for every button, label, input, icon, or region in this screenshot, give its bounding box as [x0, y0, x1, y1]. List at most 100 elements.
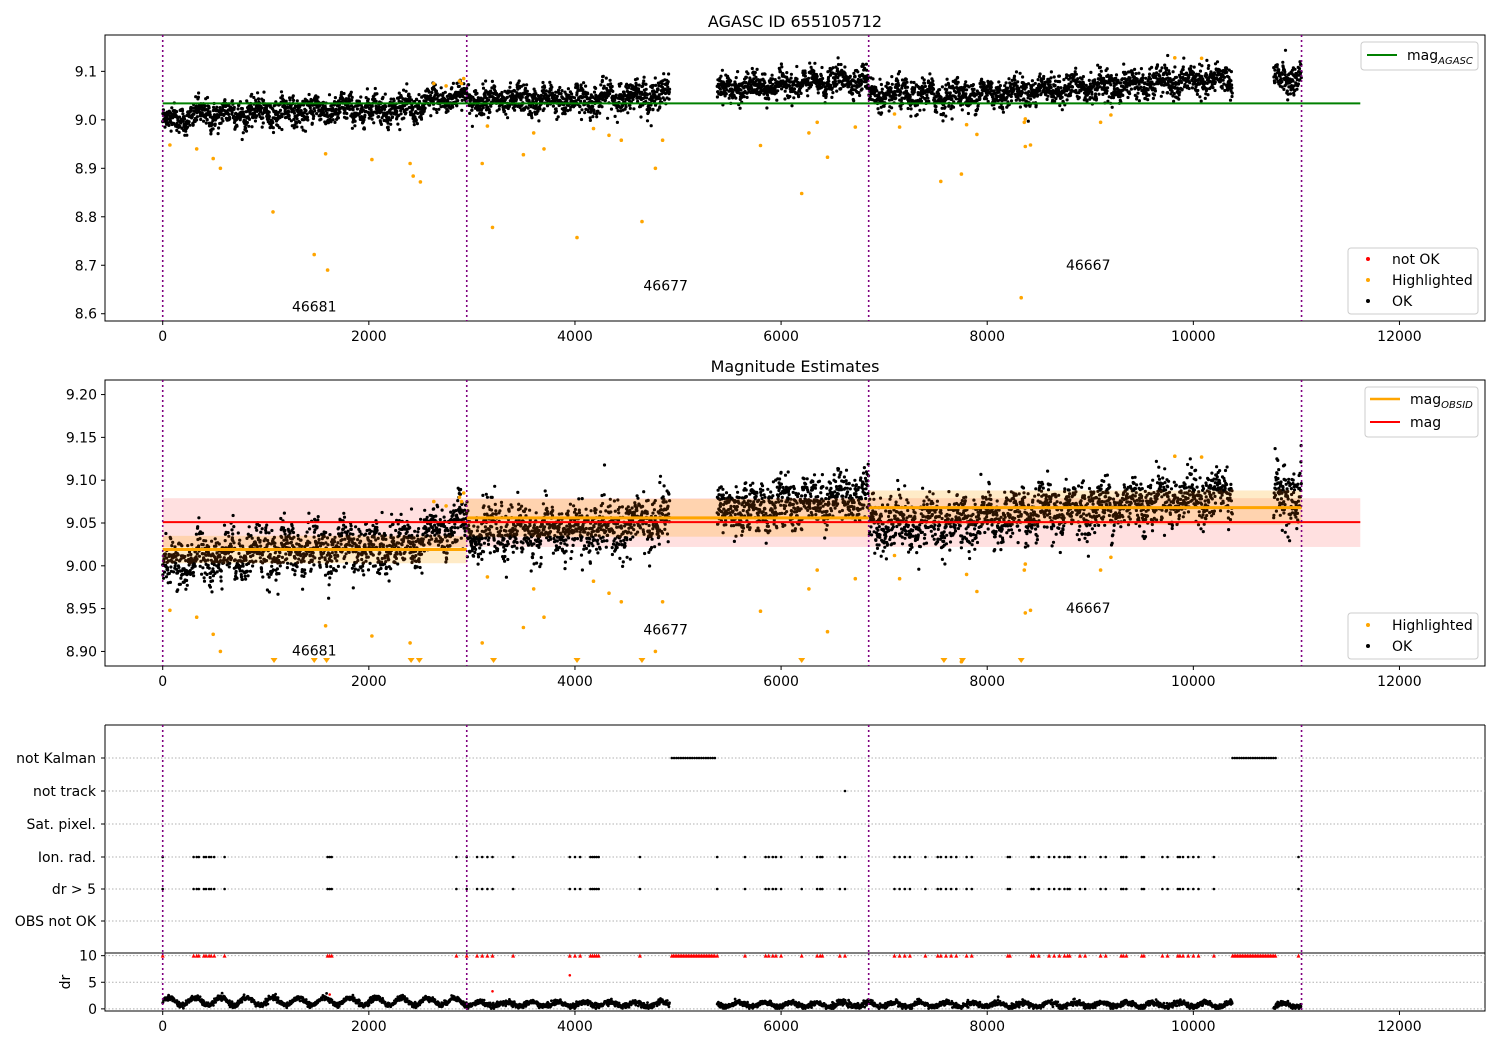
ok-point	[522, 83, 526, 87]
ok-point	[204, 121, 208, 125]
y-tick-label: 8.7	[75, 258, 97, 274]
ok-point	[392, 99, 396, 103]
ok-point	[957, 92, 962, 96]
ok-point	[961, 90, 965, 94]
ok-point	[435, 110, 439, 115]
ok-point	[514, 97, 519, 101]
ok-point	[931, 79, 935, 83]
ok-point	[1034, 103, 1038, 107]
legend-box	[1360, 41, 1479, 71]
ok-point	[616, 109, 620, 113]
ok-point	[195, 115, 199, 119]
ok-point	[1094, 97, 1099, 101]
ok-point	[1199, 99, 1203, 103]
ok-point	[900, 96, 904, 100]
ok-point	[1060, 108, 1064, 112]
ok-point	[1114, 73, 1119, 77]
ok-point	[357, 99, 361, 104]
ok-point	[402, 88, 406, 92]
legend-label: not OK	[1392, 252, 1440, 268]
ok-point	[260, 125, 264, 129]
ok-point	[1024, 104, 1028, 108]
ok-point	[1210, 83, 1214, 87]
x-tick-label: 12000	[1377, 329, 1422, 345]
ok-point	[1111, 96, 1116, 100]
ok-point	[419, 117, 424, 121]
ok-point	[982, 83, 986, 87]
ok-point	[1148, 72, 1152, 76]
ok-point	[894, 96, 898, 100]
ok-point	[163, 125, 167, 129]
ok-point	[750, 88, 754, 92]
ok-point	[1215, 60, 1220, 64]
ok-point	[944, 114, 948, 118]
ok-point	[1295, 87, 1299, 91]
ok-point	[190, 115, 194, 119]
ok-point	[187, 120, 191, 124]
ok-point	[1040, 80, 1044, 84]
highlighted-point	[325, 268, 330, 272]
ok-point	[1045, 97, 1049, 101]
ok-point	[765, 93, 770, 97]
ok-point	[190, 106, 195, 110]
legend-label-main: mag	[1407, 48, 1438, 64]
ok-point	[742, 95, 746, 99]
ok-point	[402, 116, 406, 120]
ok-point	[1029, 97, 1033, 101]
ok-point	[941, 119, 945, 123]
ok-point	[1207, 64, 1211, 68]
ok-point	[906, 106, 910, 111]
ok-point	[890, 106, 894, 110]
ok-point	[261, 98, 266, 102]
ok-point	[1154, 74, 1158, 78]
ok-point	[1067, 85, 1071, 89]
ok-point	[1144, 76, 1148, 80]
ok-point	[964, 92, 968, 96]
ok-point	[922, 81, 927, 85]
ok-point	[1053, 79, 1058, 83]
ok-point	[1105, 89, 1109, 93]
ok-point	[412, 123, 416, 127]
y-tick-label: 9.0	[75, 113, 97, 129]
ok-point	[1203, 80, 1207, 84]
ok-point	[213, 122, 217, 126]
ok-point	[338, 110, 342, 114]
ok-point	[200, 572, 204, 576]
ok-point	[344, 97, 348, 101]
ok-point	[566, 87, 571, 91]
ok-point	[637, 83, 641, 87]
ok-point	[336, 116, 340, 120]
highlighted-point	[418, 180, 423, 184]
ok-point	[909, 107, 913, 111]
ok-point	[481, 106, 485, 110]
ok-point	[1141, 76, 1145, 80]
ok-point	[1206, 66, 1210, 70]
ok-point	[191, 123, 195, 127]
ok-point	[824, 92, 828, 96]
ok-point	[915, 113, 919, 117]
ok-point	[1004, 81, 1008, 85]
ok-point	[224, 104, 228, 109]
ok-point	[490, 79, 494, 83]
ok-point	[287, 114, 291, 118]
ok-point	[1177, 82, 1181, 86]
ok-point	[1096, 63, 1100, 67]
ok-point	[497, 107, 501, 111]
ok-point	[460, 98, 464, 102]
ok-point	[180, 572, 185, 577]
ok-point	[1094, 92, 1098, 96]
ok-point	[280, 127, 284, 132]
legend-marker	[1366, 299, 1370, 303]
ok-point	[490, 86, 494, 90]
ok-point	[774, 85, 779, 89]
x-tick-label: 6000	[763, 674, 799, 690]
ok-point	[1060, 95, 1064, 99]
ok-point	[1211, 86, 1215, 90]
highlighted-point	[485, 124, 490, 128]
ok-point	[1126, 70, 1131, 74]
ok-point	[1230, 94, 1234, 99]
ok-point	[1142, 85, 1146, 90]
ok-point	[940, 85, 945, 89]
ok-point	[208, 575, 212, 580]
estimates-panel-frame: 0 2000 4000 6000 8000 10000 120008.908.959.009…	[66, 357, 1486, 690]
